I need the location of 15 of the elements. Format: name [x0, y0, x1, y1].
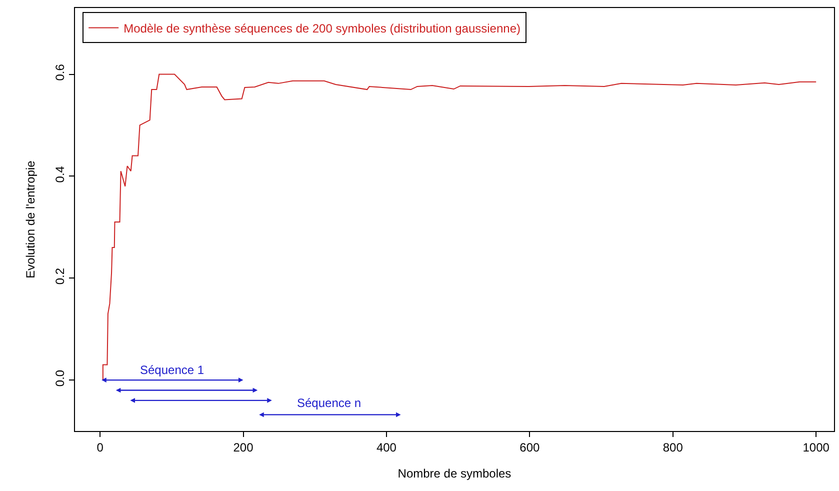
- x-tick-label: 600: [520, 440, 540, 454]
- y-tick-label: 0.6: [53, 64, 68, 81]
- annotation: Séquence n: [297, 396, 362, 410]
- x-tick-label: 0: [96, 440, 104, 454]
- legend-label: Modèle de synthèse séquences de 200 symboles (distribution gaussienne): [124, 21, 521, 36]
- y-tick-label: 0.0: [53, 370, 68, 387]
- x-axis-title: Nombre de symboles: [398, 466, 512, 480]
- x-tick-label: 400: [376, 440, 397, 454]
- annotation: Séquence 1: [140, 363, 204, 377]
- x-tick-label: 800: [662, 440, 684, 454]
- y-tick-label: 0.2: [53, 268, 68, 285]
- x-tick-label: 200: [233, 440, 254, 454]
- x-tick-label: 1000: [802, 440, 830, 454]
- y-axis-title: Evolution de l'entropie: [24, 160, 38, 278]
- y-tick-label: 0.4: [53, 166, 68, 183]
